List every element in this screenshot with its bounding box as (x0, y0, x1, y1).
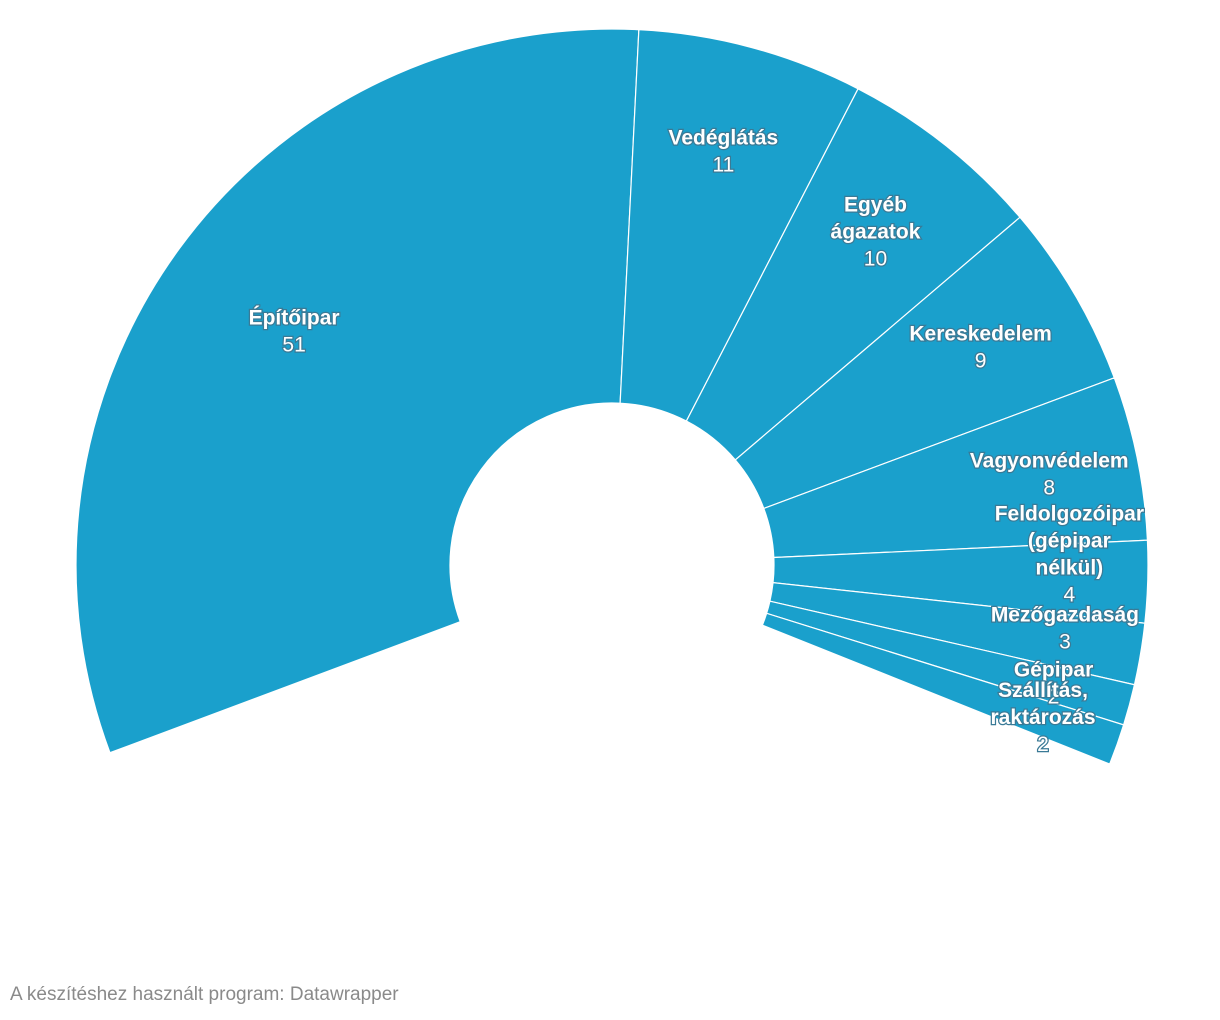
slice-label: Kereskedelem 9 (908, 321, 1053, 374)
slice-label-value: 2 (1037, 733, 1049, 756)
slice-label-name: raktározás (990, 706, 1095, 729)
slice-label-value: 8 (1043, 477, 1055, 500)
slice-label-name: (gépipar (1028, 529, 1111, 552)
slice-label-value: 10 (864, 248, 887, 271)
slice-label-value: 11 (712, 153, 734, 176)
slice-label-name: Feldolgozóipar (995, 502, 1144, 525)
slice-label: Gépipar 2 (1013, 657, 1095, 710)
slice-label-name: Építőipar (249, 306, 340, 329)
slice-label-name: Vagyonvédelem (970, 450, 1129, 473)
slice-label-value: 3 (1059, 630, 1071, 653)
donut-slice (619, 29, 859, 422)
slice-label-name: Vedéglátás (669, 126, 779, 149)
donut-chart: Építőipar 51 Vedéglátás 11 Egyéb ágazatok 10 Ke… (75, 28, 1149, 765)
slice-label-value: 2 (1048, 685, 1060, 708)
slice-label-value: 9 (975, 349, 987, 372)
slice-label: Építőipar 51 (247, 305, 341, 358)
slice-label-name: Mezőgazdaság (991, 603, 1139, 626)
slice-label-value: 51 (282, 333, 305, 356)
slice-label: Vedéglátás 11 (667, 125, 779, 178)
slice-label-name: nélkül) (1036, 556, 1104, 579)
slice-label: Mezőgazdaság 3 (990, 602, 1141, 655)
slice-label-value: 4 (1064, 583, 1076, 606)
credit-note: A készítéshez használt program: Datawrap… (10, 984, 399, 1005)
slice-label-name: Kereskedelem (909, 322, 1051, 345)
slice-label: Feldolgozóipar (gépipar nélkül) 4 (993, 501, 1145, 608)
slice-label: Egyéb ágazatok 10 (829, 192, 922, 272)
slice-label-name: Egyéb (844, 194, 907, 217)
slice-label-name: Szállítás, (998, 679, 1088, 702)
donut-slice (761, 612, 1125, 765)
slice-label-name: Gépipar (1014, 658, 1093, 681)
donut-slice (685, 88, 1021, 461)
slice-label: Vagyonvédelem 8 (969, 448, 1130, 501)
donut-slice (75, 28, 640, 754)
slice-label-name: ágazatok (831, 221, 921, 244)
